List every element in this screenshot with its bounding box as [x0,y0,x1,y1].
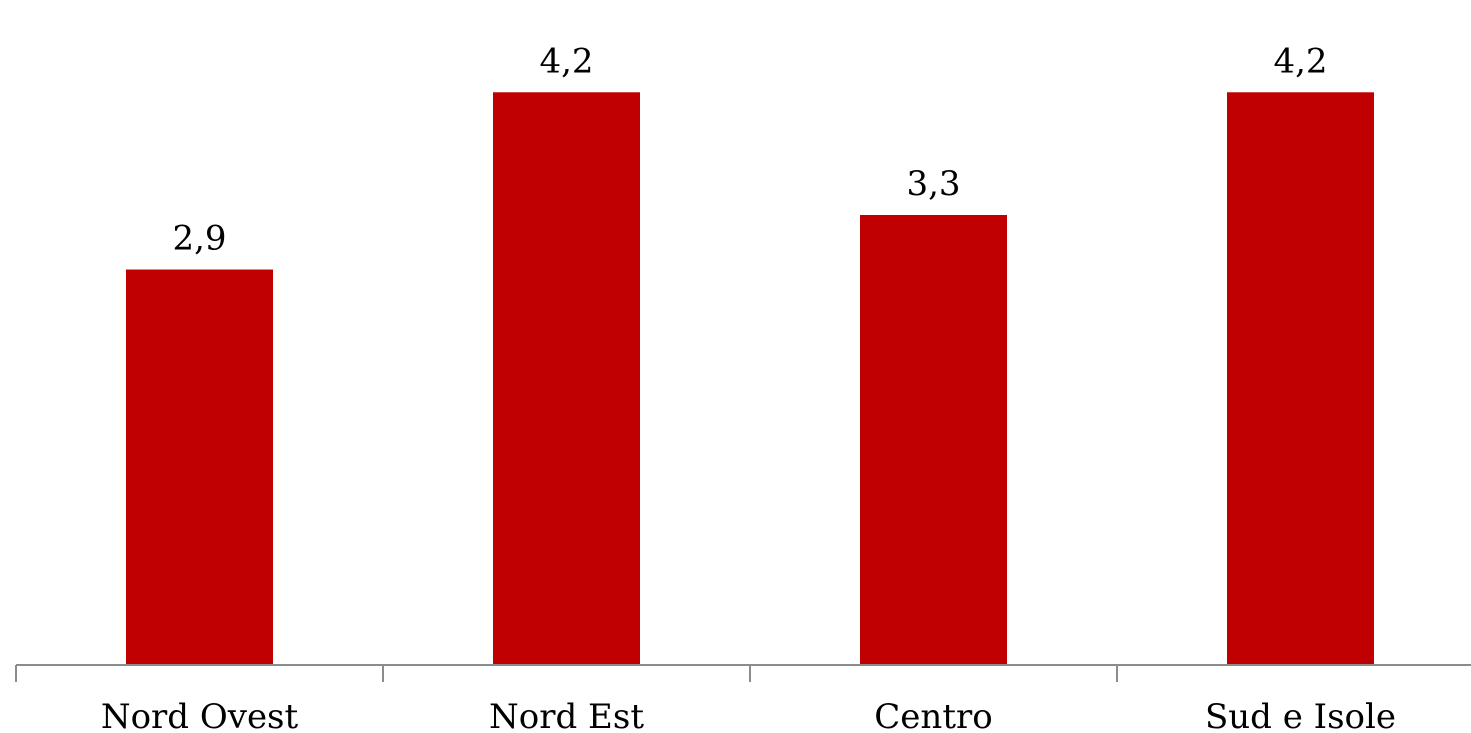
data-label: 2,9 [172,219,226,259]
bar-nord-ovest [126,269,273,665]
data-labels-group: 2,9 4,2 3,3 4,2 [172,41,1327,258]
bars-group [126,92,1374,666]
x-axis-tick-label: Centro [874,697,992,733]
x-axis-ticks [15,665,1118,682]
bar-nord-est [493,92,640,666]
x-axis-tick-labels: Nord Ovest Nord Est Centro Sud e Isole [101,697,1396,733]
data-label: 4,2 [1273,41,1327,81]
bar-sud-e-isole [1227,92,1374,666]
data-label: 4,2 [539,41,593,81]
bar-centro [860,215,1007,665]
data-label: 3,3 [906,164,960,204]
x-axis-tick-label: Nord Est [489,697,644,733]
x-axis-tick-label: Nord Ovest [101,697,299,733]
x-axis-tick-label: Sud e Isole [1205,697,1396,733]
